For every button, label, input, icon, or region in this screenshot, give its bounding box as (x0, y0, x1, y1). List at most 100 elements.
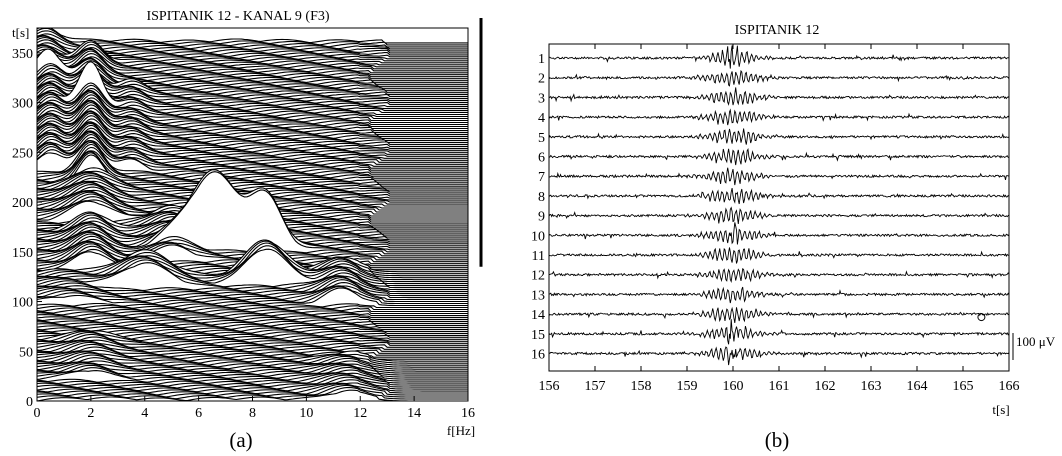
caption-b: (b) (765, 428, 790, 452)
b-x-tick-label-162: 162 (815, 379, 836, 394)
spectrum-line-166 (36, 361, 468, 374)
spectrum-line-21 (36, 60, 468, 86)
spectrum-line-121 (36, 245, 468, 285)
x-tick-label-4: 4 (141, 406, 148, 421)
spectrum-line-153 (36, 333, 468, 348)
spectrum-line-159 (36, 346, 468, 360)
spectrum-fill-105 (37, 171, 468, 253)
channel-label-11: 11 (532, 249, 545, 264)
spectrum-line-174 (36, 376, 468, 390)
x-tick-label-2: 2 (87, 406, 94, 421)
spectrum-line-118 (36, 239, 468, 279)
spectrum-line-133 (36, 302, 468, 309)
x-tick-label-14: 14 (407, 406, 421, 421)
b-x-tick-label-159: 159 (677, 379, 698, 394)
channel-label-9: 9 (538, 210, 545, 225)
spectrum-line-168 (36, 364, 468, 378)
spectrum-line-53 (36, 118, 468, 149)
spectrum-line-52 (36, 115, 468, 147)
eeg-trace-15 (548, 319, 1010, 345)
channel-label-12: 12 (531, 269, 545, 284)
spectrum-line-11 (36, 41, 468, 66)
spectrum-line-142 (36, 320, 468, 326)
spectrum-line-155 (36, 339, 468, 352)
spectrum-fill-150 (37, 330, 468, 343)
b-x-tick-label-156: 156 (539, 379, 560, 394)
panel-a-x-axis-label: f[Hz] (447, 423, 475, 438)
spectrum-line-167 (36, 363, 468, 376)
spectrum-line-138 (36, 313, 468, 318)
spectrum-line-26 (36, 70, 468, 96)
spectrum-fill-57 (37, 125, 468, 158)
eeg-trace-14 (548, 306, 1010, 323)
spectrum-line-161 (36, 351, 468, 364)
spectrum-line-17 (36, 53, 468, 78)
spectrum-line-46 (36, 101, 468, 135)
spectrum-line-160 (36, 349, 468, 362)
eeg-trace-16 (548, 346, 1010, 366)
spectrum-line-156 (36, 340, 468, 354)
spectrum-line-24 (36, 67, 468, 92)
spectrum-line-122 (36, 248, 468, 287)
panel-b-title: ISPITANIK 12 (735, 23, 820, 38)
eeg-trace-6 (548, 147, 1010, 166)
spectrum-line-44 (36, 99, 468, 132)
spectrum-line-172 (36, 373, 468, 386)
spectrum-line-123 (36, 259, 468, 289)
eeg-trace-8 (548, 188, 1010, 205)
spectrum-fill-61 (37, 132, 468, 166)
eeg-trace-3 (548, 87, 1010, 106)
spectrum-line-29 (36, 78, 468, 102)
spectrum-line-145 (36, 326, 468, 332)
spectrum-line-128 (36, 279, 468, 299)
y-tick-label-0: 0 (26, 395, 33, 410)
spectrum-line-73 (36, 167, 468, 189)
channel-label-15: 15 (531, 328, 545, 343)
channel-label-2: 2 (538, 72, 545, 87)
y-tick-label-350: 350 (12, 47, 33, 62)
channel-label-4: 4 (538, 111, 545, 126)
spectrum-line-141 (36, 318, 468, 324)
spectrum-line-124 (36, 262, 468, 291)
x-tick-label-12: 12 (353, 406, 367, 421)
spectrum-line-59 (36, 130, 468, 161)
spectrum-line-127 (36, 277, 468, 297)
spectrum-line-69 (36, 150, 468, 181)
spectrum-line-151 (36, 330, 468, 344)
spectrum-line-163 (36, 354, 468, 368)
panel-b-plot-frame (548, 43, 1010, 372)
spectrum-line-64 (36, 139, 468, 171)
channel-label-7: 7 (538, 170, 545, 185)
spectrum-line-178 (36, 384, 468, 398)
eeg-trace-9 (548, 206, 1010, 224)
spectrum-line-18 (36, 56, 468, 80)
x-tick-label-10: 10 (299, 406, 313, 421)
spectrum-fill-48 (37, 108, 468, 140)
spectrum-line-132 (36, 287, 468, 307)
spectrum-line-5 (36, 35, 468, 54)
scale-bar-label: 100 μV (1016, 334, 1056, 349)
y-tick-label-50: 50 (19, 345, 33, 360)
channel-label-8: 8 (538, 190, 545, 205)
spectrum-line-67 (36, 143, 468, 177)
spectrum-line-136 (36, 308, 468, 315)
spectrum-line-14 (36, 48, 468, 72)
spectrum-line-22 (36, 62, 468, 88)
spectrum-fill-58 (37, 128, 468, 160)
spectrum-fill-43 (37, 97, 468, 130)
spectrum-fill-157 (37, 342, 468, 357)
b-x-tick-label-164: 164 (907, 379, 928, 394)
spectrum-line-170 (36, 369, 468, 382)
b-x-tick-label-165: 165 (953, 379, 974, 394)
spectrum-line-19 (36, 57, 468, 82)
spectrum-line-3 (36, 33, 468, 50)
channel-label-10: 10 (531, 229, 545, 244)
spectrum-fill-53 (37, 118, 468, 150)
spectrum-line-43 (36, 97, 468, 130)
eeg-trace-1 (548, 45, 1010, 69)
spectrum-line-56 (36, 122, 468, 155)
spectrum-line-13 (36, 47, 468, 70)
spectrum-line-49 (36, 110, 468, 141)
